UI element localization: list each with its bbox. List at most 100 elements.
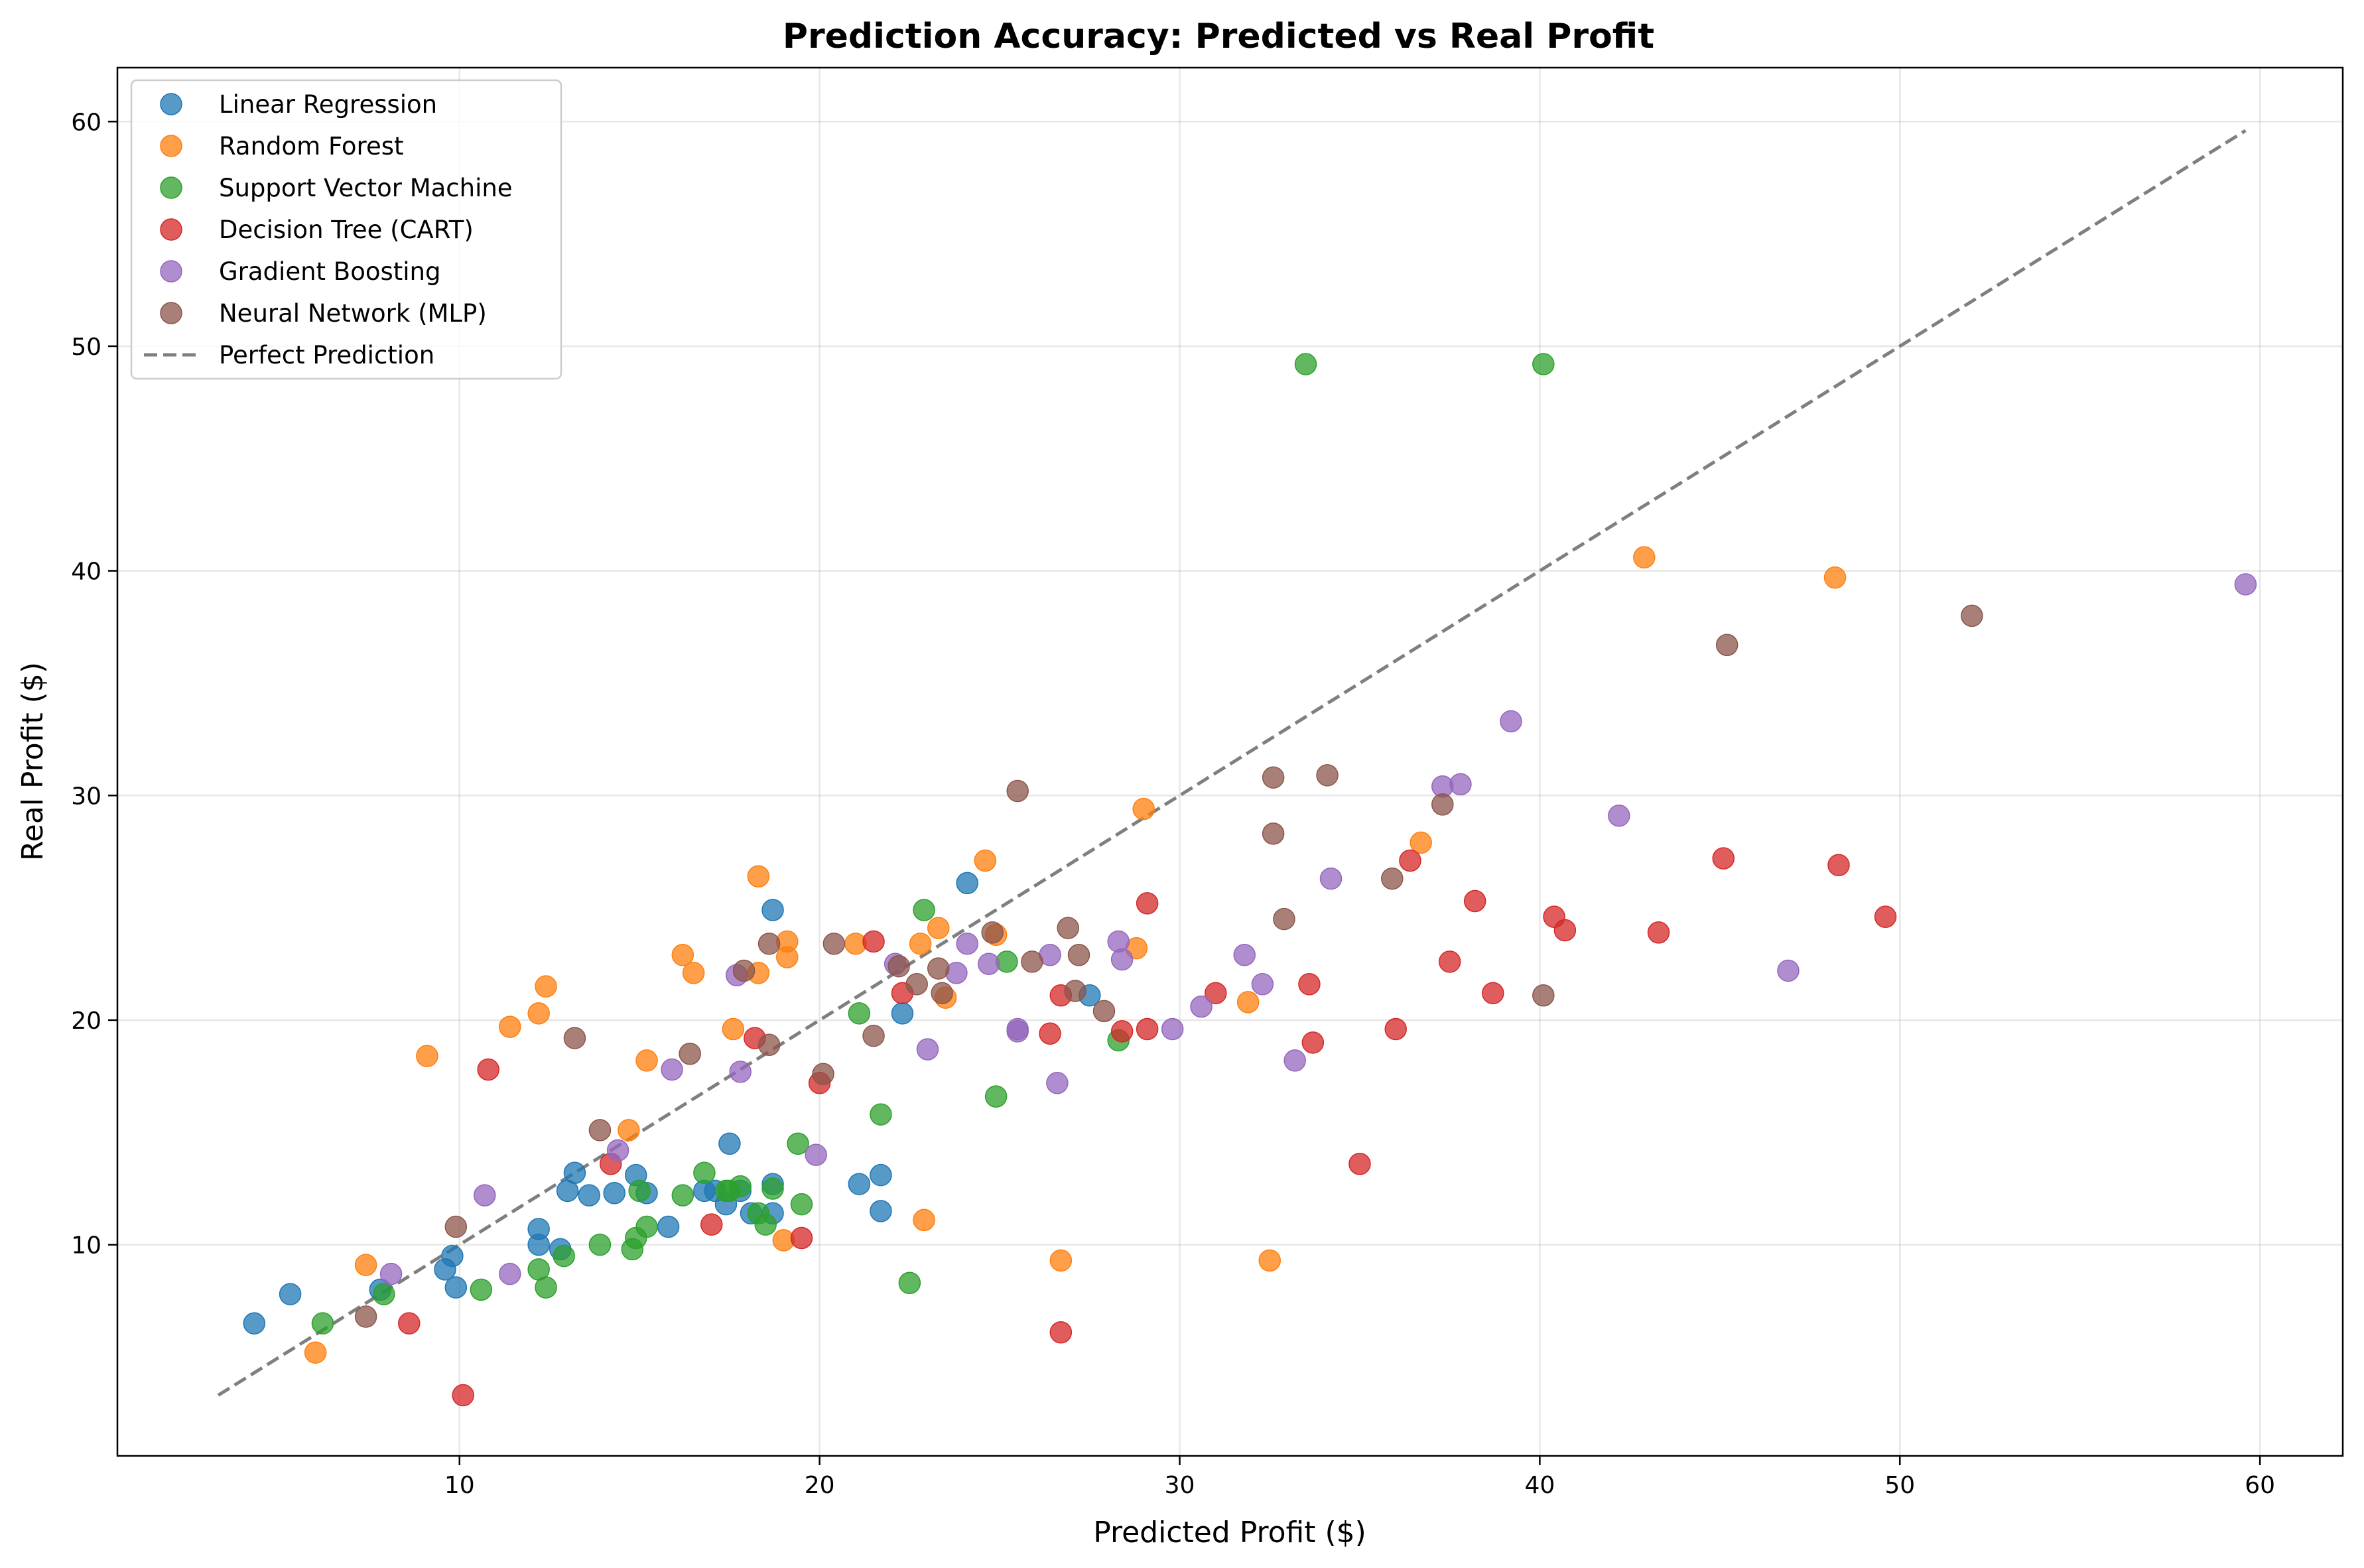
data-point: [891, 1002, 914, 1025]
data-point: [984, 1085, 1008, 1108]
data-point: [527, 1233, 550, 1256]
data-point: [578, 1184, 600, 1207]
data-point: [279, 1283, 302, 1305]
data-point: [535, 1276, 557, 1299]
data-point: [974, 849, 997, 872]
x-tick-label-40: 40: [1524, 1472, 1555, 1499]
data-point: [1110, 948, 1134, 971]
y-tick-label-10: 10: [71, 1232, 101, 1260]
data-point: [311, 1312, 334, 1335]
data-point: [887, 954, 910, 978]
data-point: [757, 1033, 781, 1056]
data-point: [700, 1213, 723, 1236]
data-point: [1348, 1152, 1371, 1175]
data-point: [790, 1193, 813, 1216]
legend-label: Linear Regression: [219, 90, 437, 119]
data-point: [2234, 573, 2257, 596]
data-point: [470, 1278, 493, 1301]
data-point: [870, 1163, 892, 1187]
series-neural-network-mlp: [354, 604, 1983, 1328]
data-point: [1823, 566, 1847, 589]
data-point: [790, 1226, 813, 1250]
data-point: [1482, 982, 1504, 1005]
x-tick-label-50: 50: [1884, 1472, 1915, 1499]
data-point: [661, 1058, 683, 1081]
data-point: [441, 1244, 464, 1268]
data-point: [1301, 1031, 1325, 1054]
legend-box: [130, 79, 562, 380]
data-point: [1874, 905, 1897, 928]
legend-label: Gradient Boosting: [219, 257, 440, 286]
data-point: [1064, 980, 1086, 1002]
legend-label: Random Forest: [219, 132, 404, 161]
y-tick-label-20: 20: [71, 1008, 101, 1035]
legend-marker: [160, 260, 182, 283]
data-point: [452, 1384, 474, 1407]
x-axis-label: Predicted Profit ($): [1093, 1516, 1366, 1549]
data-point: [635, 1215, 658, 1238]
data-point: [1777, 959, 1800, 982]
data-point: [477, 1058, 499, 1081]
legend-marker: [160, 93, 182, 115]
data-point: [1449, 773, 1472, 796]
data-point: [927, 957, 950, 980]
legend-label: Decision Tree (CART): [219, 216, 474, 244]
data-point: [913, 1209, 935, 1232]
x-tick-label-60: 60: [2245, 1472, 2275, 1499]
data-point: [354, 1305, 377, 1328]
data-point: [956, 933, 978, 955]
data-point: [1205, 982, 1227, 1005]
legend-label: Neural Network (MLP): [219, 299, 487, 328]
data-point: [848, 1002, 871, 1025]
data-point: [527, 1002, 550, 1025]
series-support-vector-machine: [311, 353, 1555, 1335]
legend-label-perfect-prediction: Perfect Prediction: [219, 341, 434, 369]
series-linear-regression: [243, 872, 1101, 1335]
data-point: [757, 933, 781, 955]
data-point: [1961, 604, 1983, 627]
data-point: [1262, 822, 1285, 845]
data-point: [732, 959, 755, 982]
data-point: [1161, 1017, 1184, 1041]
data-point: [657, 1215, 680, 1238]
data-point: [931, 982, 953, 1005]
data-point: [1647, 921, 1670, 944]
data-point: [1021, 950, 1043, 973]
y-axis-label: Real Profit ($): [16, 662, 50, 861]
data-point: [1399, 849, 1421, 872]
data-point: [671, 944, 694, 966]
data-point: [588, 1119, 612, 1142]
y-tick-label-50: 50: [71, 334, 101, 361]
data-point: [898, 1272, 921, 1294]
data-point: [822, 933, 846, 955]
data-point: [379, 1262, 403, 1285]
y-tick-label-40: 40: [71, 558, 101, 586]
y-tick-label-60: 60: [71, 109, 101, 136]
data-point: [553, 1244, 575, 1268]
data-point: [1532, 353, 1555, 375]
data-point: [1298, 973, 1321, 996]
data-point: [1381, 867, 1404, 890]
data-point: [718, 1132, 741, 1155]
legend-marker: [160, 176, 182, 199]
data-point: [862, 930, 885, 953]
legend: Linear Regression Random Forest Support Ve…: [130, 79, 562, 380]
data-point: [1410, 831, 1432, 854]
data-point: [304, 1341, 327, 1364]
data-point: [848, 1173, 871, 1195]
data-point: [1067, 944, 1090, 966]
data-point: [1258, 1249, 1281, 1272]
data-point: [916, 1038, 939, 1061]
data-point: [588, 1233, 612, 1256]
data-point: [416, 1045, 438, 1067]
data-point: [397, 1312, 421, 1335]
data-point: [473, 1184, 496, 1207]
data-point: [1608, 805, 1630, 827]
data-point: [722, 1017, 745, 1041]
x-tick-label-20: 20: [805, 1472, 835, 1499]
data-point: [1273, 907, 1295, 931]
data-point: [354, 1254, 377, 1276]
data-point: [1463, 889, 1486, 913]
data-point: [805, 1143, 827, 1166]
